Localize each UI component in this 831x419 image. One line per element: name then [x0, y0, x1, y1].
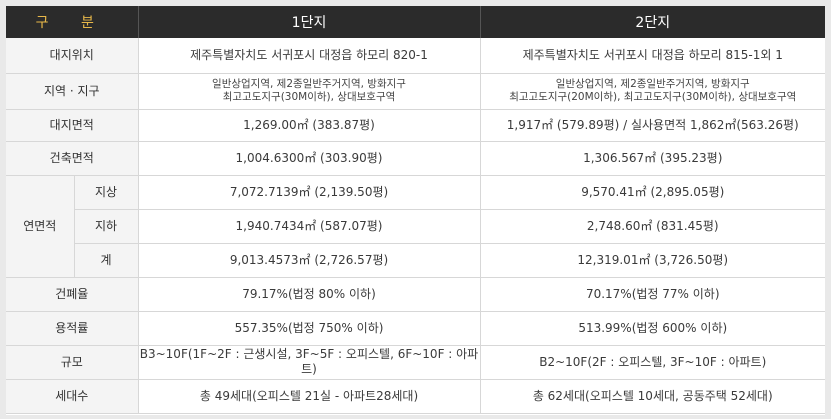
cell-complex-2: B2~10F(2F : 오피스텔, 3F~10F : 아파트): [480, 345, 825, 380]
row-label-gross-floor-area: 연면적: [6, 175, 75, 278]
table-row-zoning: 지역 · 지구 일반상업지역, 제2종일반주거지역, 방화지구 최고고도지구(3…: [6, 73, 825, 110]
cell-complex-1: 1,004.6300㎡ (303.90평): [138, 141, 481, 176]
row-label: 용적률: [6, 311, 139, 346]
cell-complex-1: 557.35%(법정 750% 이하): [138, 311, 481, 346]
cell-complex-1: 1,940.7434㎡ (587.07평): [138, 209, 481, 244]
sub-row-label: 지하: [74, 209, 139, 244]
table-row-building-area: 건축면적 1,004.6300㎡ (303.90평) 1,306.567㎡ (3…: [6, 141, 825, 176]
table-row-gfa-above: 연면적 지상 7,072.7139㎡ (2,139.50평) 9,570.41㎡…: [6, 175, 825, 278]
table-row-gfa-below: 지하 1,940.7434㎡ (587.07평) 2,748.60㎡ (831.…: [6, 209, 825, 244]
cell-complex-1: 일반상업지역, 제2종일반주거지역, 방화지구 최고고도지구(30M이하), 상…: [138, 73, 481, 110]
header-complex-1: 1단지: [138, 6, 481, 38]
header-category: 구 분: [6, 6, 139, 38]
cell-complex-2: 12,319.01㎡ (3,726.50평): [480, 243, 825, 278]
cell-complex-2: 9,570.41㎡ (2,895.05평): [480, 175, 825, 210]
row-label: 규모: [6, 345, 139, 380]
project-overview-table: 구 분 1단지 2단지 대지위치 제주특별자치도 서귀포시 대정읍 하모리 82…: [6, 6, 825, 414]
cell-complex-2: 2,748.60㎡ (831.45평): [480, 209, 825, 244]
table-row-households: 세대수 총 49세대(오피스텔 21실 - 아파트28세대) 총 62세대(오피…: [6, 379, 825, 414]
sub-row-label: 지상: [74, 175, 139, 210]
cell-complex-2: 총 62세대(오피스텔 10세대, 공동주택 52세대): [480, 379, 825, 414]
row-label: 건축면적: [6, 141, 139, 176]
row-label: 건폐율: [6, 277, 139, 312]
row-label: 세대수: [6, 379, 139, 414]
table-row-scale: 규모 B3~10F(1F~2F : 근생시설, 3F~5F : 오피스텔, 6F…: [6, 345, 825, 380]
overview-table-frame: 구 분 1단지 2단지 대지위치 제주특별자치도 서귀포시 대정읍 하모리 82…: [6, 6, 825, 415]
table-row-site-area: 대지면적 1,269.00㎡ (383.87평) 1,917㎡ (579.89평…: [6, 109, 825, 142]
cell-complex-2: 513.99%(법정 600% 이하): [480, 311, 825, 346]
cell-line: 최고고도지구(30M이하), 상대보호구역: [222, 91, 396, 103]
cell-complex-1: 제주특별자치도 서귀포시 대정읍 하모리 820-1: [138, 38, 481, 74]
cell-complex-1: B3~10F(1F~2F : 근생시설, 3F~5F : 오피스텔, 6F~10…: [138, 345, 481, 380]
cell-complex-2: 제주특별자치도 서귀포시 대정읍 하모리 815-1외 1: [480, 38, 825, 74]
table-row-site-location: 대지위치 제주특별자치도 서귀포시 대정읍 하모리 820-1 제주특별자치도 …: [6, 38, 825, 74]
cell-complex-1: 1,269.00㎡ (383.87평): [138, 109, 481, 142]
cell-complex-1: 총 49세대(오피스텔 21실 - 아파트28세대): [138, 379, 481, 414]
cell-complex-1: 9,013.4573㎡ (2,726.57평): [138, 243, 481, 278]
cell-complex-2: 70.17%(법정 77% 이하): [480, 277, 825, 312]
table-row-coverage-ratio: 건폐율 79.17%(법정 80% 이하) 70.17%(법정 77% 이하): [6, 277, 825, 312]
sub-row-label: 계: [74, 243, 139, 278]
cell-complex-2: 일반상업지역, 제2종일반주거지역, 방화지구 최고고도지구(20M이하), 최…: [480, 73, 825, 110]
cell-complex-2: 1,917㎡ (579.89평) / 실사용면적 1,862㎡(563.26평): [480, 109, 825, 142]
table-header-row: 구 분 1단지 2단지: [6, 6, 825, 38]
header-complex-2: 2단지: [480, 6, 825, 38]
row-label: 대지위치: [6, 38, 139, 74]
table-row-floor-area-ratio: 용적률 557.35%(법정 750% 이하) 513.99%(법정 600% …: [6, 311, 825, 346]
table-row-gfa-total: 계 9,013.4573㎡ (2,726.57평) 12,319.01㎡ (3,…: [6, 243, 825, 278]
row-label: 지역 · 지구: [6, 73, 139, 110]
cell-line: 최고고도지구(20M이하), 최고고도지구(30M이하), 상대보호구역: [509, 91, 797, 103]
cell-complex-1: 79.17%(법정 80% 이하): [138, 277, 481, 312]
row-label: 대지면적: [6, 109, 139, 142]
cell-line: 일반상업지역, 제2종일반주거지역, 방화지구: [555, 78, 750, 90]
cell-complex-1: 7,072.7139㎡ (2,139.50평): [138, 175, 481, 210]
cell-line: 일반상업지역, 제2종일반주거지역, 방화지구: [212, 78, 406, 90]
cell-complex-2: 1,306.567㎡ (395.23평): [480, 141, 825, 176]
